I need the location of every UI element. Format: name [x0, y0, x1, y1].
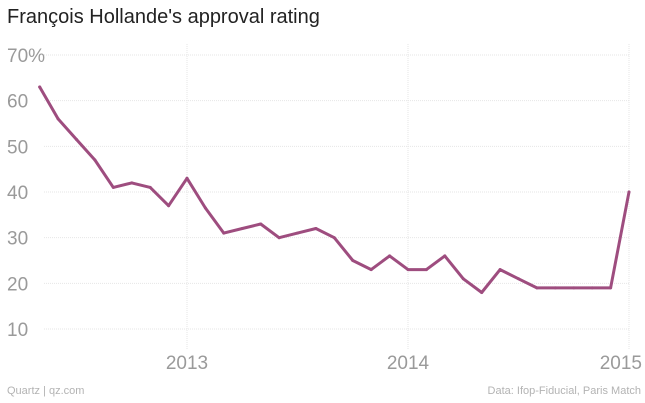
- data-point: [461, 277, 465, 281]
- data-point: [443, 254, 447, 258]
- data-point: [424, 268, 428, 272]
- data-point: [369, 268, 373, 272]
- approval-rating-line: [38, 85, 631, 294]
- data-point: [75, 138, 78, 141]
- y-tick-label: 20: [7, 274, 28, 295]
- data-point: [56, 117, 60, 121]
- data-point: [498, 268, 502, 272]
- data-point: [167, 204, 171, 208]
- data-point: [93, 158, 97, 162]
- chart-title: François Hollande's approval rating: [7, 6, 320, 28]
- y-tick-label: 10: [7, 320, 28, 341]
- y-tick-label: 70%: [7, 46, 45, 67]
- grid: [44, 44, 630, 350]
- data-point: [553, 286, 557, 290]
- data-point: [609, 286, 613, 290]
- x-tick-label: 2015: [600, 353, 642, 374]
- data-point: [203, 206, 207, 210]
- data-point: [38, 85, 42, 89]
- x-tick-label: 2014: [387, 353, 430, 374]
- y-tick-label: 30: [7, 229, 28, 250]
- data-point: [240, 227, 244, 230]
- data-point: [332, 236, 336, 240]
- data-point: [130, 181, 134, 185]
- data-point: [351, 259, 355, 262]
- data-point: [388, 254, 392, 258]
- series-group: [38, 85, 631, 294]
- data-point: [277, 236, 281, 240]
- data-point: [406, 268, 410, 272]
- x-axis-ticks: 2013 2014 2015: [166, 353, 642, 374]
- x-tick-label: 2013: [166, 353, 208, 374]
- credit-label: Quartz | qz.com: [7, 385, 85, 397]
- data-point: [148, 185, 152, 189]
- data-point: [185, 176, 189, 180]
- data-point: [517, 277, 520, 281]
- y-tick-label: 40: [7, 183, 28, 204]
- data-source-label: Data: Ifop-Fiducial, Paris Match: [487, 385, 641, 397]
- y-tick-label: 60: [7, 92, 28, 113]
- data-point: [222, 231, 226, 235]
- data-point: [314, 227, 318, 230]
- data-point: [259, 222, 263, 226]
- data-point: [296, 231, 299, 235]
- data-point: [535, 286, 539, 290]
- y-tick-label: 50: [7, 137, 28, 158]
- data-point: [627, 190, 631, 194]
- data-point: [590, 286, 594, 290]
- data-point: [480, 291, 484, 294]
- data-point: [572, 286, 576, 290]
- y-axis-ticks: 10 20 30 40 50 60 70%: [7, 46, 45, 341]
- data-point: [111, 185, 115, 189]
